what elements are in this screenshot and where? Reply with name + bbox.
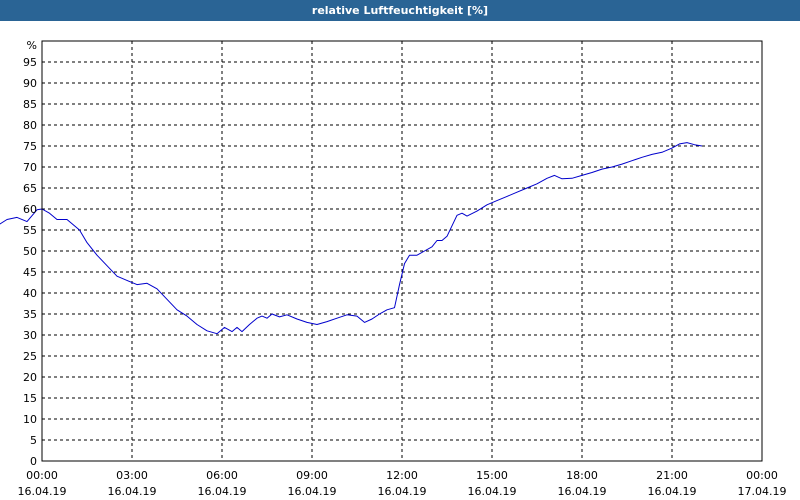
y-tick-label: 20 <box>23 371 37 384</box>
y-axis-unit: % <box>27 39 37 52</box>
y-tick-label: 80 <box>23 119 37 132</box>
y-tick-label: 60 <box>23 203 37 216</box>
x-tick-date: 16.04.19 <box>648 485 697 498</box>
y-tick-label: 0 <box>30 455 37 468</box>
y-tick-label: 70 <box>23 161 37 174</box>
y-tick-label: 5 <box>30 434 37 447</box>
x-tick-date: 16.04.19 <box>288 485 337 498</box>
chart-title: relative Luftfeuchtigkeit [%] <box>0 0 800 21</box>
y-tick-label: 15 <box>23 392 37 405</box>
series-layer <box>0 142 703 335</box>
plot-frame <box>41 40 763 462</box>
y-tick-label: 95 <box>23 56 37 69</box>
x-tick-time: 15:00 <box>476 469 508 482</box>
x-tick-date: 17.04.19 <box>738 485 787 498</box>
y-tick-label: 55 <box>23 224 37 237</box>
y-tick-label: 45 <box>23 266 37 279</box>
humidity-chart: 0 5 10 15 20 25 30 35 40 45 50 55 60 65 70 75 80 85 90 95% 0… <box>0 39 787 498</box>
x-tick-time: 12:00 <box>386 469 418 482</box>
y-tick-label: 50 <box>23 245 37 258</box>
x-tick-date: 16.04.19 <box>108 485 157 498</box>
x-tick-time: 21:00 <box>656 469 688 482</box>
x-tick-time: 09:00 <box>296 469 328 482</box>
x-tick-date: 16.04.19 <box>378 485 427 498</box>
y-tick-label: 65 <box>23 182 37 195</box>
y-tick-label: 40 <box>23 287 37 300</box>
y-tick-label: 90 <box>23 77 37 90</box>
x-tick-time: 00:00 <box>746 469 778 482</box>
y-tick-label: 85 <box>23 98 37 111</box>
x-tick-date: 16.04.19 <box>18 485 67 498</box>
chart-area: 0 5 10 15 20 25 30 35 40 45 50 55 60 65 70 75 80 85 90 95% 0… <box>0 21 800 500</box>
x-tick-date: 16.04.19 <box>558 485 607 498</box>
humidity-series-line <box>0 142 703 335</box>
x-tick-date: 16.04.19 <box>198 485 247 498</box>
y-tick-label: 10 <box>23 413 37 426</box>
x-tick-time: 00:00 <box>26 469 58 482</box>
x-tick-time: 18:00 <box>566 469 598 482</box>
y-tick-label: 75 <box>23 140 37 153</box>
y-tick-label: 35 <box>23 308 37 321</box>
x-tick-date: 16.04.19 <box>468 485 517 498</box>
x-tick-time: 03:00 <box>116 469 148 482</box>
y-tick-label: 25 <box>23 350 37 363</box>
axis-labels: 0 5 10 15 20 25 30 35 40 45 50 55 60 65 70 75 80 85 90 95% 0… <box>18 39 787 498</box>
grid <box>42 41 762 461</box>
x-tick-time: 06:00 <box>206 469 238 482</box>
y-tick-label: 30 <box>23 329 37 342</box>
